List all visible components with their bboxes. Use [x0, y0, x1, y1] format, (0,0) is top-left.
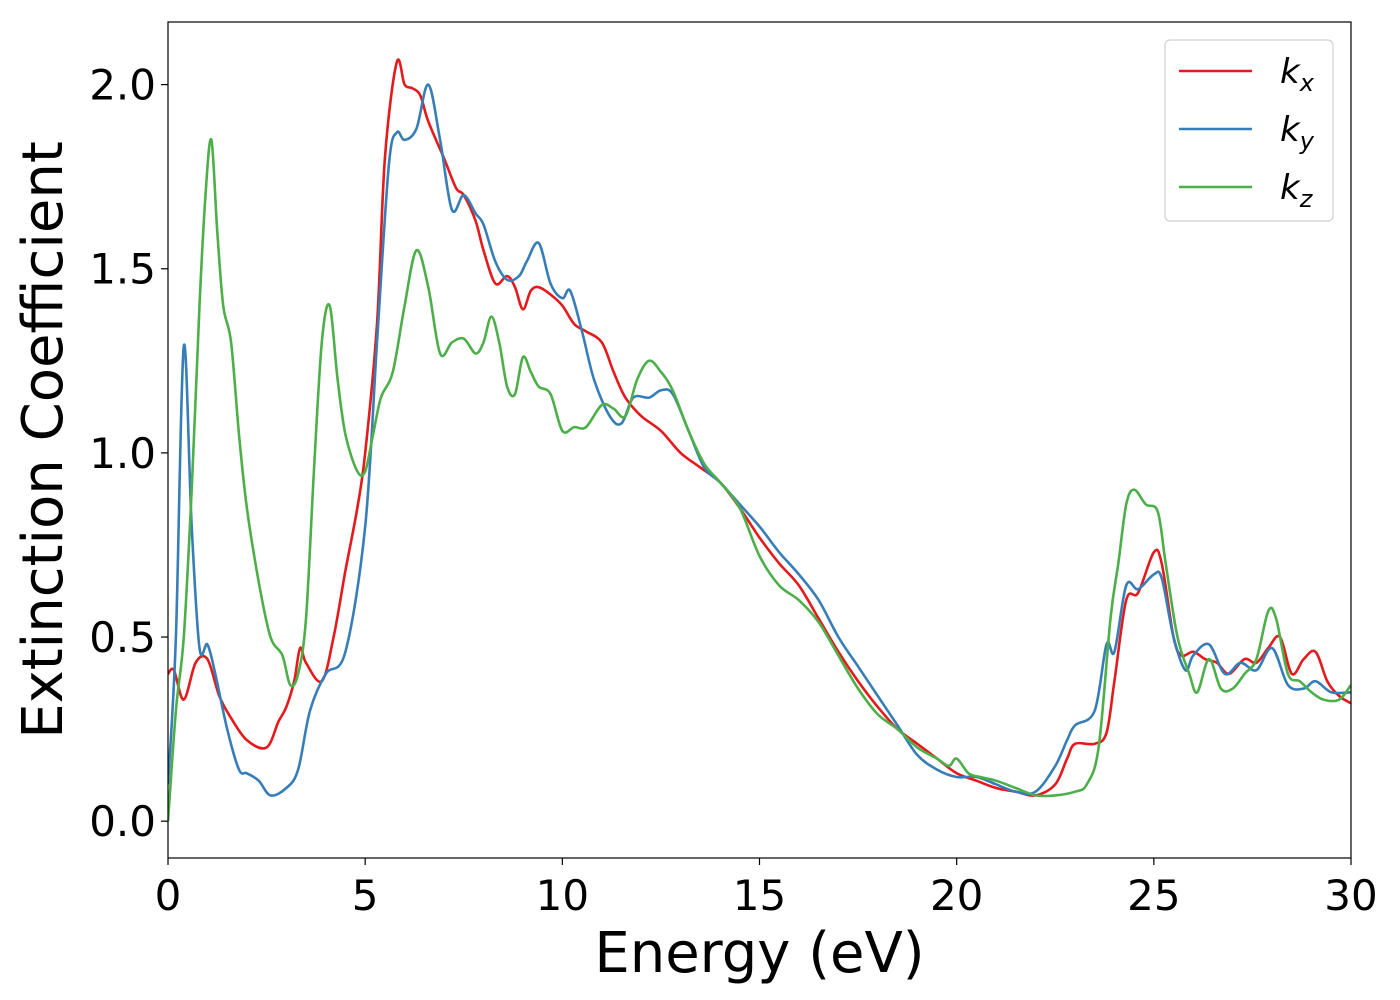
- legend-label-kx: kx: [1280, 52, 1315, 97]
- x-tick-label: 25: [1127, 871, 1180, 920]
- y-tick-label: 0.5: [89, 613, 156, 662]
- series-line-ky: [168, 83, 1351, 797]
- x-tick-label: 15: [733, 871, 786, 920]
- y-tick-label: 1.5: [89, 245, 156, 294]
- x-axis-label: Energy (eV): [594, 921, 924, 986]
- legend-label-kz: kz: [1280, 168, 1314, 213]
- x-tick-label: 30: [1324, 871, 1377, 920]
- series-line-kz: [168, 137, 1351, 822]
- y-axis-label: Extinction Coefficient: [11, 141, 76, 739]
- x-axis: 0 5 10 15 20 25 30: [155, 858, 1378, 920]
- legend-box: [1164, 39, 1334, 222]
- x-tick-label: 10: [536, 871, 589, 920]
- y-tick-label: 1.0: [89, 429, 156, 478]
- series-layer: [168, 58, 1351, 822]
- x-tick-label: 5: [352, 871, 379, 920]
- x-tick-label: 20: [930, 871, 983, 920]
- y-tick-label: 2.0: [89, 61, 156, 110]
- y-axis: 0.0 0.5 1.0 1.5 2.0: [89, 61, 168, 846]
- x-tick-label: 0: [155, 871, 182, 920]
- y-tick-label: 0.0: [89, 797, 156, 846]
- legend-label-ky: ky: [1280, 110, 1315, 155]
- legend: kx ky kz: [1164, 39, 1334, 222]
